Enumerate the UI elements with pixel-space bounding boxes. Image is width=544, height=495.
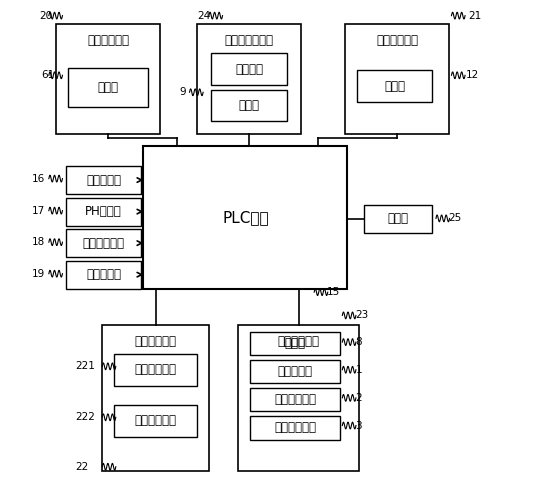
Text: 20: 20 (39, 10, 52, 21)
Text: 空气压缩机: 空气压缩机 (277, 365, 313, 378)
Bar (238, 325, 360, 471)
Text: 进出料控制单元: 进出料控制单元 (225, 34, 274, 47)
Bar (250, 388, 340, 411)
Text: 21: 21 (468, 10, 482, 21)
Bar (250, 416, 340, 440)
Text: 222: 222 (76, 412, 95, 422)
Text: PLC主机: PLC主机 (222, 210, 269, 225)
Text: 储水箱流量计: 储水箱流量计 (134, 414, 177, 427)
Text: 22: 22 (76, 462, 89, 472)
Text: 温度控制单元: 温度控制单元 (376, 34, 418, 47)
Bar (345, 24, 449, 134)
Text: 空气精过滤器: 空气精过滤器 (274, 421, 316, 435)
Bar (68, 68, 149, 107)
Bar (102, 325, 209, 471)
Text: 3: 3 (355, 421, 362, 431)
Text: 搅拌桨: 搅拌桨 (98, 81, 119, 94)
Bar (66, 166, 141, 194)
Bar (250, 332, 340, 355)
Text: 储料箱流量计: 储料箱流量计 (134, 363, 177, 377)
Bar (114, 354, 197, 386)
Text: 空气预过滤器: 空气预过滤器 (274, 394, 316, 406)
Text: 9: 9 (180, 87, 187, 98)
Bar (66, 198, 141, 226)
Text: 加热器: 加热器 (384, 80, 405, 93)
Text: 供气控制单元: 供气控制单元 (277, 335, 320, 348)
Text: 湿度传感器: 湿度传感器 (86, 268, 121, 281)
Text: 8: 8 (355, 337, 362, 347)
Bar (56, 24, 160, 134)
Bar (357, 70, 432, 102)
Bar (66, 229, 141, 257)
Text: 传送带: 传送带 (238, 99, 259, 112)
Text: 氧含量传感器: 氧含量传感器 (83, 237, 125, 249)
Bar (144, 146, 347, 289)
Text: 显示器: 显示器 (388, 212, 409, 225)
Text: 18: 18 (32, 237, 45, 247)
Bar (212, 53, 287, 85)
Text: PH传感器: PH传感器 (85, 205, 122, 218)
Text: 16: 16 (32, 174, 45, 184)
Bar (364, 205, 432, 233)
Text: 上料装置: 上料装置 (235, 63, 263, 76)
Text: 25: 25 (448, 213, 461, 223)
Text: 2: 2 (355, 393, 362, 403)
Text: 温度传感器: 温度传感器 (86, 174, 121, 187)
Text: 12: 12 (466, 70, 479, 80)
Text: 23: 23 (355, 310, 369, 320)
Text: 真空泵: 真空泵 (285, 337, 306, 350)
Text: 1: 1 (355, 365, 362, 375)
Text: 搅拌控制单元: 搅拌控制单元 (87, 34, 129, 47)
Text: 17: 17 (32, 205, 45, 216)
Bar (114, 405, 197, 437)
Text: 料液控制单元: 料液控制单元 (134, 335, 177, 348)
Text: 15: 15 (326, 287, 339, 297)
Bar (212, 90, 287, 121)
Text: 61: 61 (41, 70, 54, 80)
Text: 221: 221 (76, 361, 95, 371)
Text: 24: 24 (197, 10, 210, 21)
Bar (197, 24, 301, 134)
Text: 19: 19 (32, 269, 45, 279)
Bar (66, 260, 141, 289)
Bar (250, 360, 340, 383)
